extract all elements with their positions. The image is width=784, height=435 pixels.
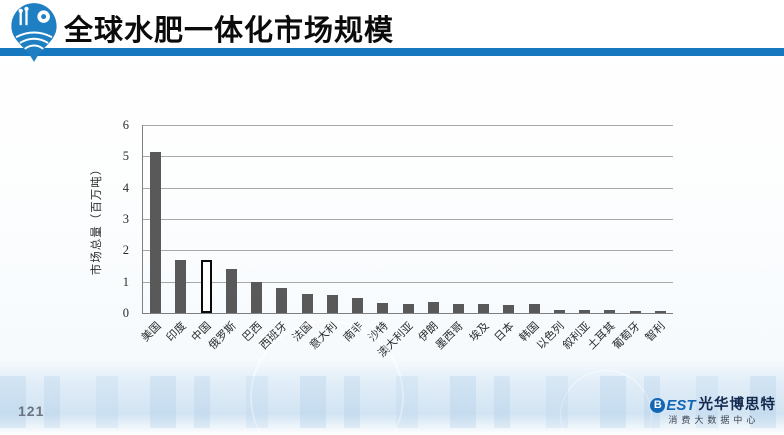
bar-南非 xyxy=(352,297,364,313)
bar-沙特 xyxy=(377,302,389,313)
y-tick-label: 3 xyxy=(122,212,129,226)
best-brand-row: B EST 光华博思特 xyxy=(650,398,776,413)
bar-澳大利亚 xyxy=(402,303,414,313)
gridline-y3 xyxy=(143,219,673,220)
best-logo-subtitle: 消费大数据中心 xyxy=(668,415,760,425)
best-logo-b-icon: B xyxy=(650,398,666,413)
gridline-y6 xyxy=(143,125,673,126)
bar-叙利亚 xyxy=(579,309,591,313)
y-tick-label: 0 xyxy=(122,306,129,320)
bar-中国 xyxy=(200,260,212,313)
header: 全球水肥一体化市场规模 xyxy=(0,0,784,48)
bar-巴西 xyxy=(251,281,263,313)
bar-俄罗斯 xyxy=(225,269,237,313)
x-tick-label-俄罗斯: 俄罗斯 xyxy=(207,320,239,352)
best-brand-logo: B EST 光华博思特 消费大数据中心 xyxy=(650,398,776,425)
bar-印度 xyxy=(175,259,187,313)
best-logo-est-text: EST xyxy=(666,397,696,414)
x-tick-label-以色列: 以色列 xyxy=(535,320,568,352)
x-tick-label-葡萄牙: 葡萄牙 xyxy=(610,320,643,352)
bar-智利 xyxy=(654,311,666,313)
bar-墨西哥 xyxy=(452,304,464,313)
y-tick-label: 4 xyxy=(122,180,129,195)
bar-伊朗 xyxy=(427,302,439,313)
x-tick-label-印度: 印度 xyxy=(164,320,189,345)
bar-chart-plot-area: 0 1 2 3 4 5 6 美国 印度 中国 俄罗斯 巴西 西班牙 法国 意大利 南非 沙特 澳大利亚 伊朗 墨西哥埃… xyxy=(123,118,673,360)
agriculture-pin-logo xyxy=(11,3,57,62)
x-tick-label-埃及: 埃及 xyxy=(467,320,492,345)
bar-美国 xyxy=(150,151,162,313)
bar-以色列 xyxy=(553,309,565,313)
x-tick-label-日本: 日本 xyxy=(492,320,517,345)
bar-意大利 xyxy=(326,294,338,313)
bar-土耳其 xyxy=(604,309,616,313)
y-axis-title: 市场总量（百万吨） xyxy=(88,125,104,313)
page-number: 121 xyxy=(18,403,45,419)
bar-葡萄牙 xyxy=(629,311,641,313)
gridline-y1 xyxy=(143,281,673,283)
bar-西班牙 xyxy=(276,287,288,313)
y-tick-label: 5 xyxy=(122,149,129,164)
y-tick-label: 1 xyxy=(122,274,129,289)
x-tick-label-墨西哥: 墨西哥 xyxy=(434,320,467,352)
y-tick-label: 6 xyxy=(122,118,129,132)
footer: 121 B EST 光华博思特 消费大数据中心 xyxy=(0,320,784,435)
bar-日本 xyxy=(503,305,515,313)
y-axis-title-text: 市场总量（百万吨） xyxy=(91,162,103,276)
gridline-y4 xyxy=(143,187,673,189)
gridline-y5 xyxy=(143,156,673,158)
x-tick-label-智利: 智利 xyxy=(643,320,668,345)
y-tick-label: 2 xyxy=(122,243,129,258)
x-tick-label-美国: 美国 xyxy=(139,320,164,345)
bar-韩国 xyxy=(528,304,540,313)
best-logo-company-name: 光华博思特 xyxy=(698,397,776,414)
header-divider xyxy=(0,48,784,56)
page-title: 全球水肥一体化市场规模 xyxy=(64,15,395,47)
bar-埃及 xyxy=(478,304,490,313)
gridline-y2 xyxy=(143,250,673,252)
bar-法国 xyxy=(301,294,313,313)
